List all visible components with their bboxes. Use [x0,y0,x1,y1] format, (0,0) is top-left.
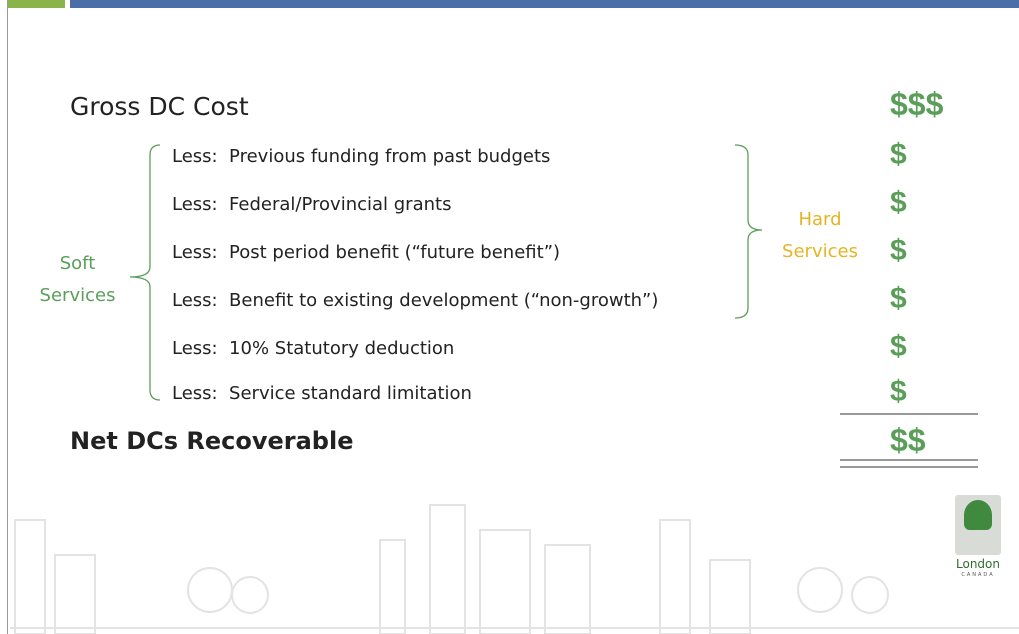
skyline [10,504,1019,634]
logo-name: London [956,557,1000,571]
soft-brace [129,144,161,401]
deduction-label: Less: Benefit to existing development (“… [172,290,659,311]
deduction-label: Less: Service standard limitation [172,383,472,404]
deduction-amount: $ [890,282,907,315]
soft-services-label: Soft Services [39,253,116,306]
deduction-label: Less: Federal/Provincial grants [172,194,452,215]
deduction-amount: $ [890,186,907,219]
deduction-amount: $ [890,138,907,171]
deduction-amount: $ [890,234,907,267]
left-border [7,0,8,634]
deduction-label: Less: Post period benefit (“future benef… [172,242,561,263]
hard-brace [734,144,763,319]
net-amount: $$ [890,422,926,458]
gross-label: Gross DC Cost [70,92,249,121]
gross-amount: $$$ [890,86,944,122]
deduction-amount: $ [890,330,907,363]
hard-services-label: Hard Services [782,209,858,262]
deduction-amount: $ [890,375,907,408]
logo-tree [964,500,992,530]
accent-block [8,0,65,8]
header-bar [70,0,1019,8]
deduction-label: Less: Previous funding from past budgets [172,146,551,167]
deduction-label: Less: 10% Statutory deduction [172,338,455,359]
logo-country: CANADA [961,572,995,578]
net-label: Net DCs Recoverable [70,427,354,455]
